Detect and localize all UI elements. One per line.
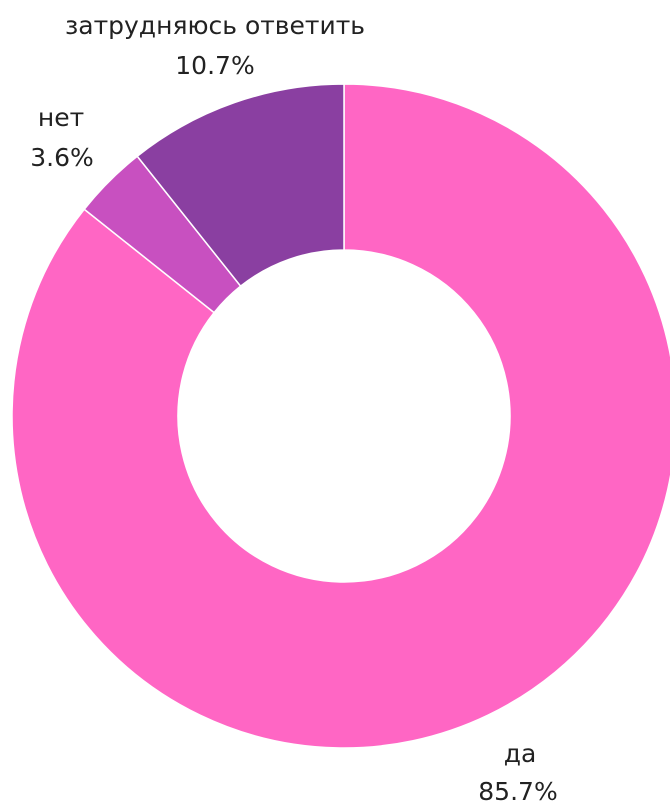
label-no-name: нет	[38, 103, 84, 132]
donut-slices	[11, 83, 670, 749]
label-unsure-name: затрудняюсь ответить	[65, 11, 365, 40]
label-unsure-percent: 10.7%	[175, 51, 254, 80]
label-yes-name: да	[504, 739, 537, 768]
slice-yes	[11, 83, 670, 749]
label-no-percent: 3.6%	[30, 143, 94, 172]
slice-unsure	[136, 83, 345, 288]
label-yes-percent: 85.7%	[478, 777, 557, 806]
